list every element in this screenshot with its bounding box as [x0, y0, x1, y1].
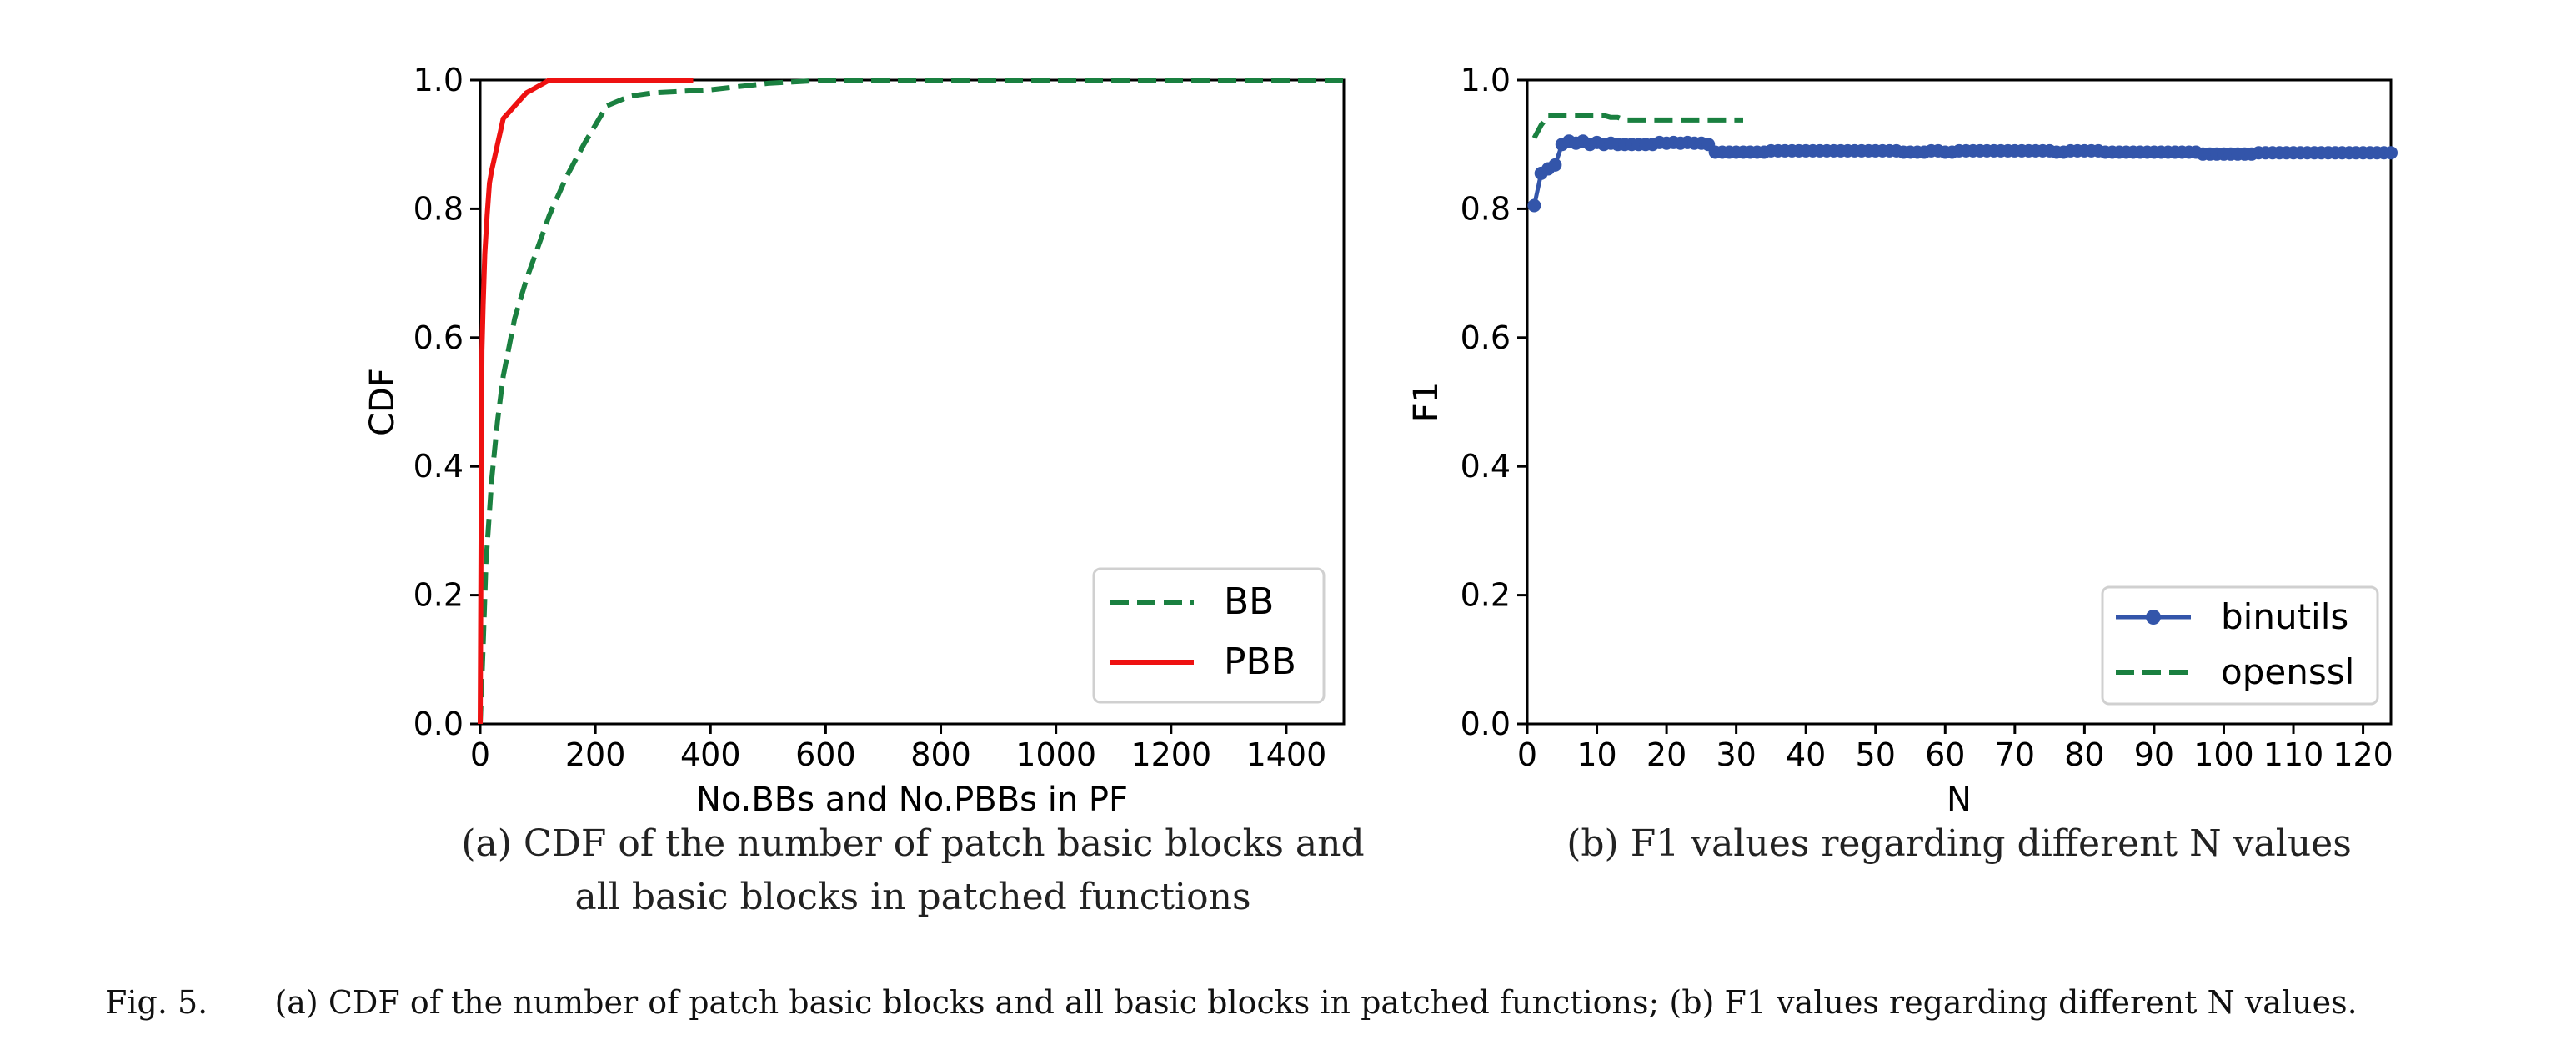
cdf-chart: 0 200 400 600 800 1000 1200 1400 0.00.20.40.60.… — [363, 62, 1346, 819]
y-tick-label: 1.0 — [1461, 62, 1511, 98]
figure-label: Fig. 5. — [105, 984, 208, 1021]
y-tick-label: 0.4 — [1461, 448, 1511, 485]
f1-x-ticks: 0 10 20 30 40 50 60 70 80 90 100 110 120 — [1517, 724, 2393, 773]
x-tick-label: 100 — [2193, 736, 2254, 773]
cdf-x-ticks: 0 200 400 600 800 1000 1200 1400 — [470, 724, 1326, 773]
cdf-y-axis-label: CDF — [363, 368, 402, 436]
x-tick-label: 90 — [2134, 736, 2174, 773]
f1-legend-binutils-marker — [2146, 610, 2161, 625]
cdf-y-ticks: 0.0 0.2 0.4 0.6 0.8 1.0 — [413, 62, 480, 742]
y-tick-label: 0.2 — [1461, 577, 1511, 614]
cdf-legend-pbb-label: PBB — [1224, 641, 1296, 683]
x-tick-label: 0 — [1517, 736, 1537, 773]
series-line-BB — [478, 78, 1344, 725]
x-tick-label: 0 — [470, 736, 490, 773]
f1-chart: 0 10 20 30 40 50 60 70 80 90 100 110 120 0.00.20.40.… — [1407, 62, 2398, 819]
f1-y-axis-label: F1 — [1407, 382, 1446, 422]
f1-legend: binutils openssl — [2101, 585, 2379, 706]
series-point-binutils — [1527, 198, 1541, 213]
f1-plot-frame — [1526, 78, 2393, 726]
y-tick-label: 0.8 — [1461, 190, 1511, 227]
x-tick-label: 200 — [565, 736, 626, 773]
y-tick-label: 0.6 — [1461, 319, 1511, 356]
y-tick-label: 0.4 — [413, 448, 464, 485]
x-tick-label: 10 — [1576, 736, 1616, 773]
subcaption-a-line-2: all basic blocks in patched functions — [574, 876, 1251, 918]
x-tick-label: 1000 — [1015, 736, 1096, 773]
x-tick-label: 400 — [680, 736, 741, 773]
subcaption-b: (b) F1 values regarding different N valu… — [1527, 817, 2391, 871]
f1-y-ticks: 0.0 0.2 0.4 0.6 0.8 1.0 — [1461, 62, 1527, 742]
y-tick-label: 0.6 — [413, 319, 464, 356]
cdf-legend: BB PBB — [1092, 567, 1326, 704]
subcaption-a: (a) CDF of the number of patch basic blo… — [450, 817, 1376, 924]
f1-series-lines — [1527, 113, 2398, 213]
subcaption-a-line-1: (a) CDF of the number of patch basic blo… — [461, 822, 1365, 865]
x-tick-label: 120 — [2333, 736, 2393, 773]
f1-x-axis-label: N — [1947, 781, 1972, 819]
x-tick-label: 1400 — [1246, 736, 1327, 773]
y-tick-label: 0.0 — [413, 706, 464, 742]
series-line-openssl — [1531, 113, 1743, 139]
f1-legend-openssl-label: openssl — [2221, 651, 2354, 692]
figure-caption-text: (a) CDF of the number of patch basic blo… — [274, 984, 2358, 1021]
x-tick-label: 50 — [1856, 736, 1896, 773]
y-tick-label: 0.2 — [413, 577, 464, 614]
x-tick-label: 1200 — [1130, 736, 1211, 773]
x-tick-label: 20 — [1646, 736, 1686, 773]
series-point-binutils — [2384, 146, 2398, 160]
x-tick-label: 800 — [910, 736, 971, 773]
series-point-binutils — [1548, 158, 1562, 172]
x-tick-label: 110 — [2263, 736, 2324, 773]
y-tick-label: 1.0 — [413, 62, 464, 98]
cdf-x-axis-label: No.BBs and No.PBBs in PF — [696, 781, 1128, 819]
cdf-legend-bb-label: BB — [1224, 580, 1274, 623]
cdf-series-lines — [478, 78, 1344, 725]
y-tick-label: 0.8 — [413, 190, 464, 227]
y-tick-label: 0.0 — [1461, 706, 1511, 742]
series-line-PBB — [478, 78, 694, 725]
x-tick-label: 60 — [1925, 736, 1965, 773]
x-tick-label: 40 — [1786, 736, 1826, 773]
subcaption-b-text: (b) F1 values regarding different N valu… — [1566, 822, 2352, 865]
f1-legend-binutils-label: binutils — [2221, 596, 2348, 637]
x-tick-label: 80 — [2064, 736, 2104, 773]
x-tick-label: 30 — [1716, 736, 1756, 773]
x-tick-label: 70 — [1995, 736, 2035, 773]
figure-caption: Fig. 5. (a) CDF of the number of patch b… — [105, 984, 2358, 1021]
x-tick-label: 600 — [795, 736, 856, 773]
